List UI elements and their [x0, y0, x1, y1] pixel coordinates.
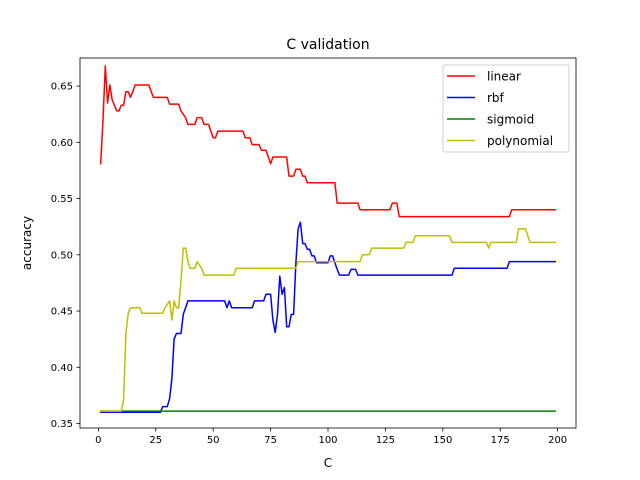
y-tick-label: 0.40: [51, 363, 73, 374]
legend: linear rbf sigmoid polynomial: [442, 64, 570, 153]
series-line-rbf: [99, 221, 557, 414]
y-tick-label: 0.35: [51, 419, 73, 430]
x-tick-label: 25: [149, 435, 162, 446]
legend-label-rbf: rbf: [487, 91, 505, 105]
x-tick-label: 175: [491, 435, 510, 446]
legend-label-linear: linear: [487, 70, 521, 84]
legend-box: [442, 64, 570, 153]
x-axis: 0 25 50 75 100 125 150 175 200: [95, 428, 567, 446]
series-line-linear: [99, 65, 557, 218]
chart-title: C validation: [286, 37, 369, 53]
legend-label-polynomial: polynomial: [487, 134, 553, 148]
x-tick-label: 200: [548, 435, 567, 446]
y-tick-label: 0.60: [51, 138, 73, 149]
y-tick-label: 0.45: [51, 307, 73, 318]
y-tick-label: 0.50: [51, 250, 73, 261]
x-tick-label: 125: [376, 435, 395, 446]
legend-label-sigmoid: sigmoid: [487, 113, 534, 127]
x-tick-label: 0: [95, 435, 101, 446]
y-tick-label: 0.55: [51, 194, 73, 205]
x-tick-label: 100: [318, 435, 337, 446]
y-tick-label: 0.65: [51, 82, 73, 93]
x-tick-label: 50: [207, 435, 220, 446]
y-axis: 0.35 0.40 0.45 0.50 0.55 0.60 0.65: [51, 82, 80, 430]
plot-area: [99, 65, 557, 414]
x-tick-label: 75: [264, 435, 277, 446]
series-line-polynomial: [99, 228, 557, 412]
x-tick-label: 150: [433, 435, 452, 446]
y-axis-label: accuracy: [20, 216, 34, 270]
x-axis-label: C: [324, 456, 332, 470]
